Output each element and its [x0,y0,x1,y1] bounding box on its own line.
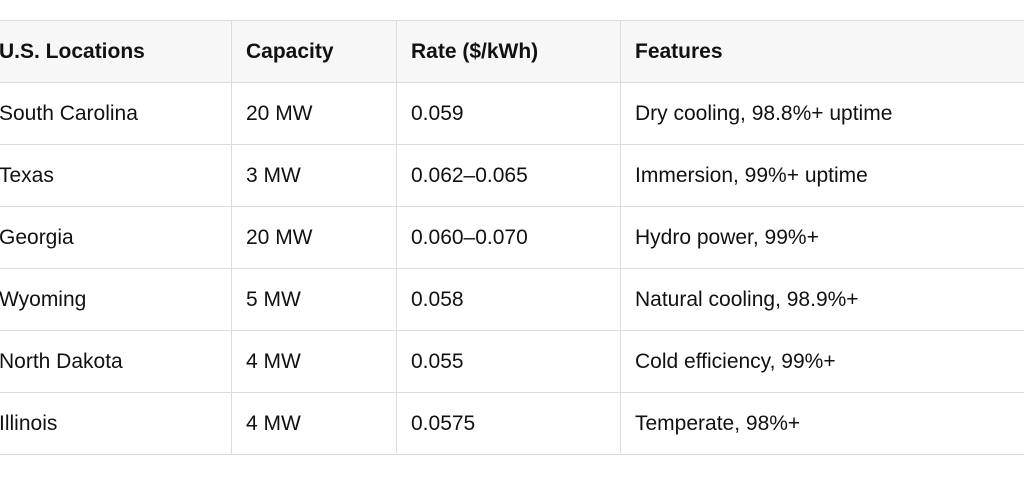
table-cell: South Carolina [0,82,232,145]
table-cell: Texas [0,144,232,207]
header-cell: U.S. Locations [0,20,232,83]
table-cell: 0.058 [396,268,621,331]
table-cell: 0.059 [396,82,621,145]
header-cell: Features [620,20,1024,83]
table-cell: 5 MW [231,268,397,331]
table-row: Illinois 4 MW 0.0575 Temperate, 98%+ [0,392,1024,455]
table-cell: 20 MW [231,206,397,269]
table-cell: Georgia [0,206,232,269]
table-cell: 3 MW [231,144,397,207]
table-cell: 0.0575 [396,392,621,455]
table-cell: Dry cooling, 98.8%+ uptime [620,82,1024,145]
table-row: South Carolina 20 MW 0.059 Dry cooling, 98.… [0,82,1024,145]
table-cell: 4 MW [231,392,397,455]
table-cell: Cold efficiency, 99%+ [620,330,1024,393]
table-cell: 0.062–0.065 [396,144,621,207]
table-row: North Dakota 4 MW 0.055 Cold efficiency, 99… [0,330,1024,393]
table-cell: 20 MW [231,82,397,145]
table-row: Texas 3 MW 0.062–0.065 Immersion, 99%+ upti… [0,144,1024,207]
header-row: U.S. Locations Capacity Rate ($/kWh) Featur… [0,20,1024,83]
table-cell: Temperate, 98%+ [620,392,1024,455]
table-row: Georgia 20 MW 0.060–0.070 Hydro power, 99%+ [0,206,1024,269]
table-cell: Wyoming [0,268,232,331]
table-cell: 0.055 [396,330,621,393]
table-cell: Illinois [0,392,232,455]
table-cell: Hydro power, 99%+ [620,206,1024,269]
data-table: U.S. Locations Capacity Rate ($/kWh) Featur… [0,20,1024,455]
table-cell: 4 MW [231,330,397,393]
header-cell: Rate ($/kWh) [396,20,621,83]
table-cell: Natural cooling, 98.9%+ [620,268,1024,331]
table-cell: North Dakota [0,330,232,393]
table-body: South Carolina 20 MW 0.059 Dry cooling, 98.… [0,82,1024,455]
table-row: Wyoming 5 MW 0.058 Natural cooling, 98.9%+ [0,268,1024,331]
header-cell: Capacity [231,20,397,83]
table-cell: Immersion, 99%+ uptime [620,144,1024,207]
table-cell: 0.060–0.070 [396,206,621,269]
